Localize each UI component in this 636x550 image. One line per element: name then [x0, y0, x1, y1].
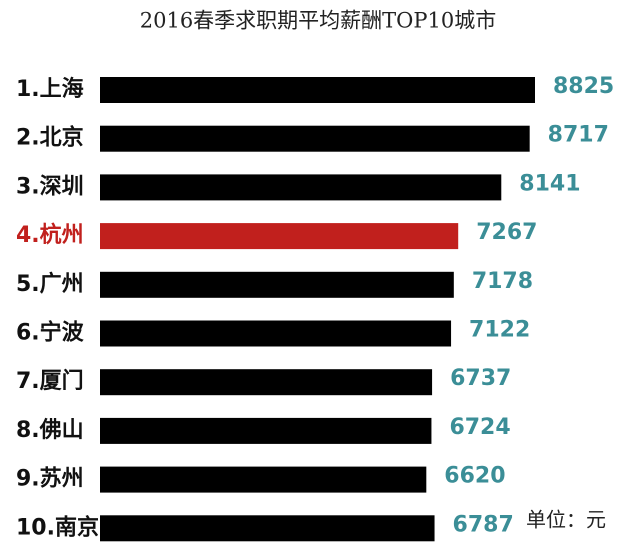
category-label: 6.宁波: [16, 320, 85, 346]
bar: [100, 369, 433, 396]
category-label: 9.苏州: [16, 466, 84, 492]
value-label: 6787: [453, 512, 514, 537]
annotation: 单位：元: [526, 508, 606, 532]
value-label: 8717: [548, 123, 609, 148]
category-label: 3.深圳: [16, 174, 84, 199]
bar: [100, 466, 427, 493]
bar: [100, 320, 452, 347]
value-label: 7122: [469, 318, 530, 343]
chart-title: 2016春季求职期平均薪酬TOP10城市: [140, 9, 497, 33]
value-label: 8825: [553, 74, 614, 99]
value-label: 6620: [444, 464, 505, 489]
category-label: 1.上海: [16, 76, 84, 102]
value-label: 8141: [519, 171, 580, 196]
category-label: 7.厦门: [16, 368, 84, 394]
category-label: 4.杭州: [16, 222, 84, 248]
value-label: 6737: [450, 366, 511, 391]
bar: [100, 417, 432, 444]
bar: [100, 174, 502, 201]
category-label: 10.南京: [16, 514, 99, 540]
bar: [100, 223, 459, 250]
bar: [100, 515, 435, 542]
bar: [100, 125, 530, 152]
category-label: 8.佛山: [16, 418, 84, 443]
bar: [100, 271, 454, 298]
bar: [100, 77, 535, 103]
value-label: 7267: [476, 220, 537, 245]
value-label: 6724: [449, 415, 510, 440]
category-label: 2.北京: [16, 125, 84, 151]
category-label: 5.广州: [16, 271, 84, 297]
value-label: 7178: [472, 269, 533, 294]
